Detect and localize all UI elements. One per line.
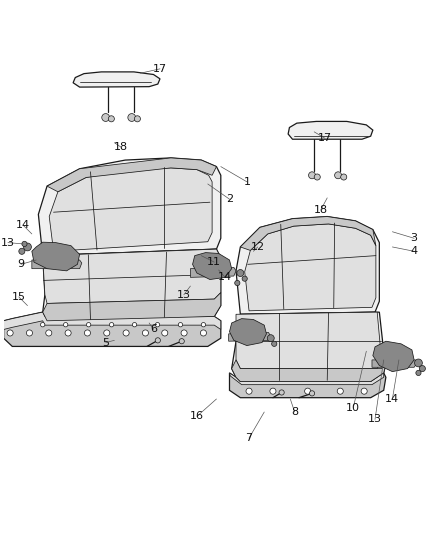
Text: 3: 3	[410, 233, 417, 243]
Polygon shape	[236, 216, 379, 314]
Text: 16: 16	[190, 411, 204, 422]
Polygon shape	[4, 312, 221, 329]
Text: 13: 13	[177, 290, 191, 300]
Polygon shape	[373, 341, 414, 372]
Circle shape	[337, 388, 343, 394]
Polygon shape	[230, 319, 266, 345]
Circle shape	[85, 330, 91, 336]
Circle shape	[308, 172, 315, 179]
Polygon shape	[372, 360, 417, 367]
Polygon shape	[229, 333, 270, 341]
Circle shape	[181, 330, 187, 336]
Circle shape	[270, 388, 276, 394]
Polygon shape	[32, 242, 80, 271]
Polygon shape	[49, 168, 212, 251]
Text: 4: 4	[410, 246, 418, 256]
Text: 2: 2	[226, 194, 233, 204]
Circle shape	[7, 330, 13, 336]
Polygon shape	[245, 224, 376, 311]
Text: 18: 18	[114, 142, 128, 152]
Circle shape	[305, 388, 311, 394]
Circle shape	[19, 248, 25, 254]
Circle shape	[361, 388, 367, 394]
Circle shape	[22, 241, 27, 247]
Text: 6: 6	[150, 325, 157, 335]
Polygon shape	[39, 158, 221, 256]
Circle shape	[309, 391, 314, 396]
Circle shape	[65, 330, 71, 336]
Circle shape	[155, 338, 160, 343]
Text: 18: 18	[314, 205, 328, 215]
Circle shape	[110, 322, 114, 327]
Circle shape	[134, 116, 141, 122]
Text: 11: 11	[207, 257, 221, 267]
Text: 5: 5	[102, 337, 109, 348]
Polygon shape	[240, 216, 376, 251]
Circle shape	[46, 330, 52, 336]
Circle shape	[178, 322, 183, 327]
Polygon shape	[236, 312, 381, 369]
Circle shape	[132, 322, 137, 327]
Circle shape	[267, 335, 274, 342]
Circle shape	[86, 322, 91, 327]
Polygon shape	[42, 249, 221, 303]
Circle shape	[41, 322, 45, 327]
Polygon shape	[193, 253, 232, 279]
Polygon shape	[73, 72, 160, 87]
Circle shape	[108, 116, 114, 122]
Text: 8: 8	[291, 407, 298, 417]
Circle shape	[201, 322, 205, 327]
Polygon shape	[32, 260, 82, 269]
Circle shape	[419, 366, 425, 372]
Text: 15: 15	[12, 292, 26, 302]
Polygon shape	[232, 312, 386, 382]
Text: 13: 13	[368, 414, 382, 424]
Circle shape	[335, 172, 342, 179]
Polygon shape	[191, 268, 236, 277]
Polygon shape	[232, 360, 386, 382]
Circle shape	[416, 370, 421, 376]
Circle shape	[414, 359, 422, 367]
Polygon shape	[42, 249, 221, 321]
Circle shape	[64, 322, 68, 327]
Circle shape	[24, 243, 32, 251]
Polygon shape	[4, 312, 221, 346]
Polygon shape	[47, 158, 216, 192]
Text: 9: 9	[18, 260, 25, 269]
Circle shape	[179, 338, 184, 344]
Text: 17: 17	[153, 64, 167, 74]
Circle shape	[272, 341, 277, 346]
Circle shape	[237, 270, 244, 277]
Text: 13: 13	[1, 238, 15, 248]
Circle shape	[123, 330, 129, 336]
Text: 17: 17	[318, 133, 332, 143]
Circle shape	[314, 174, 320, 180]
Circle shape	[246, 388, 252, 394]
Circle shape	[235, 280, 240, 286]
Circle shape	[341, 174, 347, 180]
Circle shape	[102, 114, 110, 122]
Text: 14: 14	[16, 220, 30, 230]
Polygon shape	[230, 373, 384, 385]
Circle shape	[26, 330, 32, 336]
Polygon shape	[42, 293, 221, 321]
Text: 12: 12	[251, 242, 265, 252]
Text: 1: 1	[244, 177, 251, 187]
Polygon shape	[288, 122, 373, 139]
Circle shape	[142, 330, 148, 336]
Polygon shape	[230, 373, 386, 398]
Circle shape	[201, 330, 206, 336]
Circle shape	[242, 276, 247, 281]
Text: 10: 10	[346, 402, 360, 413]
Circle shape	[104, 330, 110, 336]
Circle shape	[128, 114, 136, 122]
Text: 14: 14	[385, 394, 399, 404]
Text: 14: 14	[218, 272, 232, 282]
Circle shape	[155, 322, 160, 327]
Circle shape	[279, 390, 284, 395]
Text: 7: 7	[245, 433, 253, 443]
Circle shape	[162, 330, 168, 336]
